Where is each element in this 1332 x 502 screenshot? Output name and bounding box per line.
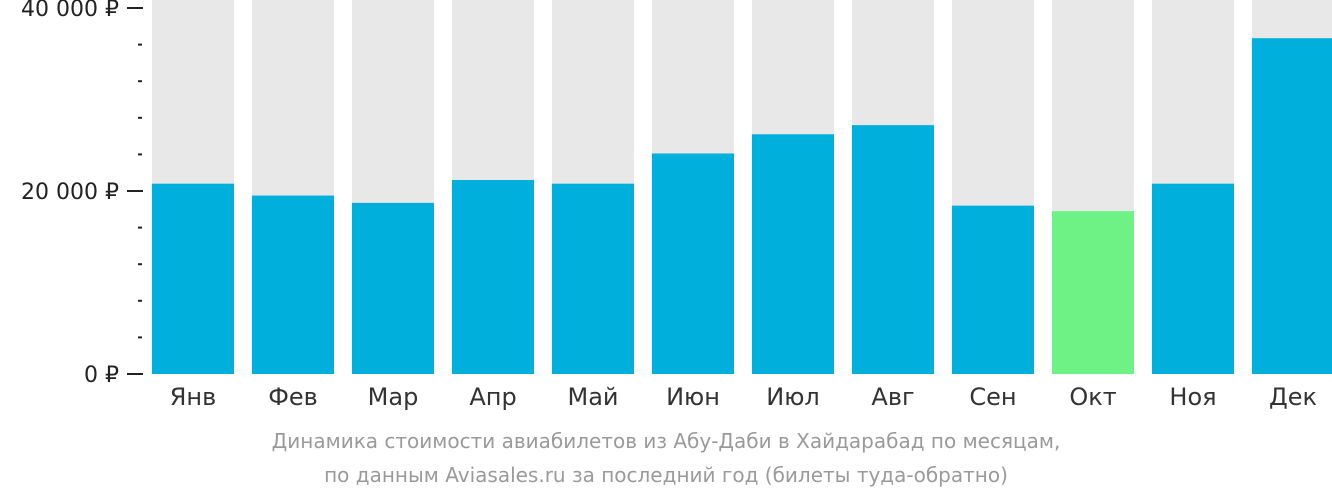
bar-6[interactable] [652,153,734,374]
x-tick-label: Дек [1269,383,1317,411]
x-tick-label: Май [567,383,618,411]
caption-line-1: Динамика стоимости авиабилетов из Абу-Да… [271,429,1061,453]
bar-1[interactable] [152,183,234,374]
x-tick-label: Авг [871,383,914,411]
bar-5[interactable] [552,183,634,374]
y-axis: 0 ₽ 20 000 ₽ 40 000 ₽ [21,0,143,388]
x-axis: Янв Фев Мар Апр Май Июн Июл Авг Сен Окт Ноя Дек [170,383,1317,411]
x-tick-label: Апр [469,383,516,411]
bar-8[interactable] [852,125,934,375]
chart-caption: Динамика стоимости авиабилетов из Абу-Да… [0,424,1332,492]
y-tick-label: 40 000 ₽ [21,0,119,22]
x-tick-label: Ноя [1169,383,1216,411]
x-tick-label: Фев [268,383,318,411]
y-tick-label: 0 ₽ [84,363,119,388]
x-tick-label: Окт [1069,383,1116,411]
bars [152,38,1332,375]
x-tick-label: Сен [969,383,1016,411]
bar-12[interactable] [1252,38,1332,374]
x-tick-label: Янв [170,383,217,411]
bar-3[interactable] [352,202,434,374]
y-tick-label: 20 000 ₽ [21,180,119,205]
price-bar-chart: 0 ₽ 20 000 ₽ 40 000 ₽ Янв Фев Мар Апр Май Июн Ию… [21,0,1332,411]
x-tick-label: Июн [666,383,720,411]
bar-10[interactable] [1052,211,1134,374]
x-tick-label: Мар [368,383,419,411]
x-tick-label: Июл [766,383,820,411]
bar-7[interactable] [752,134,834,374]
bar-2[interactable] [252,195,334,374]
caption-line-2: по данным Aviasales.ru за последний год … [324,463,1008,487]
bar-9[interactable] [952,205,1034,374]
bar-11[interactable] [1152,183,1234,374]
bar-4[interactable] [452,180,534,374]
